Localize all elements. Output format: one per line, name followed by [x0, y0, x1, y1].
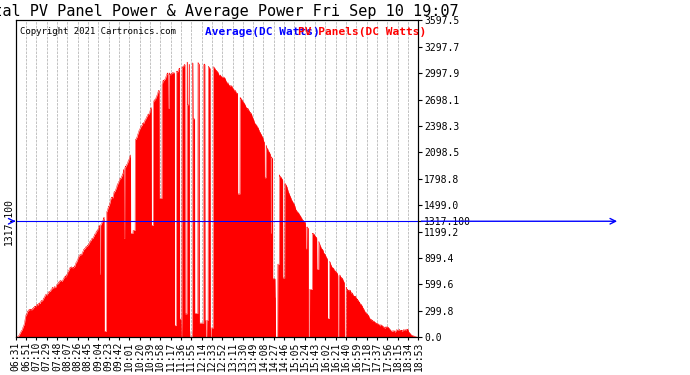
Text: Copyright 2021 Cartronics.com: Copyright 2021 Cartronics.com — [19, 27, 175, 36]
Text: PV Panels(DC Watts): PV Panels(DC Watts) — [297, 27, 426, 37]
Text: Average(DC Watts): Average(DC Watts) — [205, 27, 319, 37]
Title: Total PV Panel Power & Average Power Fri Sep 10 19:07: Total PV Panel Power & Average Power Fri… — [0, 4, 459, 19]
